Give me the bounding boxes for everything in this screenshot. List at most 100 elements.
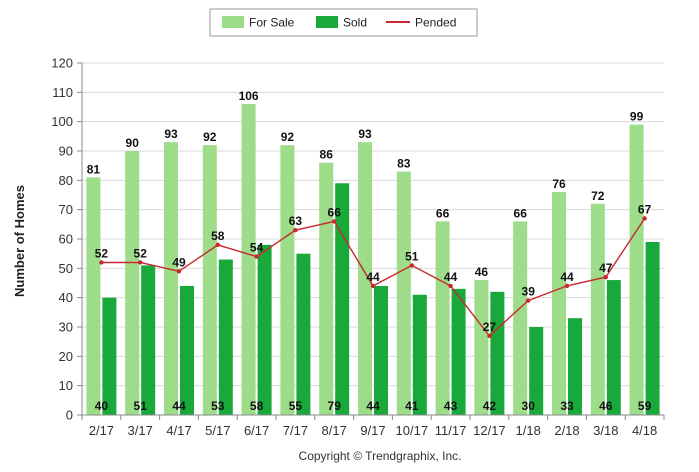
pended-point xyxy=(642,216,647,221)
bar-for-sale xyxy=(86,177,101,415)
data-label-for-sale: 93 xyxy=(164,127,178,141)
bar-sold xyxy=(490,291,505,415)
y-tick-label: 90 xyxy=(59,144,73,159)
data-label-sold: 41 xyxy=(405,399,419,413)
x-tick-label: 2/17 xyxy=(89,423,114,438)
data-label-pended: 54 xyxy=(250,241,264,255)
data-label-for-sale: 106 xyxy=(239,89,259,103)
bar-for-sale xyxy=(125,151,140,415)
bar-sold xyxy=(218,259,233,415)
data-label-sold: 58 xyxy=(250,399,264,413)
bar-for-sale xyxy=(280,145,295,415)
data-label-sold: 79 xyxy=(328,399,342,413)
bar-for-sale xyxy=(590,203,605,415)
y-tick-label: 50 xyxy=(59,261,73,276)
x-tick-label: 3/17 xyxy=(128,423,153,438)
bar-sold xyxy=(645,241,660,415)
pended-point xyxy=(254,254,259,259)
bar-for-sale xyxy=(513,221,528,415)
data-label-for-sale: 90 xyxy=(126,136,140,150)
legend-label-pended: Pended xyxy=(415,16,456,30)
bar-sold xyxy=(451,288,466,415)
data-label-for-sale: 72 xyxy=(591,189,605,203)
data-label-sold: 53 xyxy=(211,399,225,413)
bar-for-sale xyxy=(474,280,489,415)
bars xyxy=(86,104,660,416)
x-tick-label: 1/18 xyxy=(516,423,541,438)
axes xyxy=(81,63,664,416)
x-tick-label: 10/17 xyxy=(396,423,429,438)
data-label-for-sale: 81 xyxy=(87,162,101,176)
bar-sold xyxy=(412,294,427,415)
y-tick-label: 40 xyxy=(59,290,73,305)
bar-sold xyxy=(296,253,311,415)
pended-point xyxy=(332,219,337,224)
bar-sold xyxy=(606,280,621,415)
y-tick-label: 120 xyxy=(51,56,73,71)
legend-label-sold: Sold xyxy=(343,16,367,30)
x-tick-label: 3/18 xyxy=(593,423,618,438)
pended-line-group xyxy=(99,216,647,338)
x-tick-label: 9/17 xyxy=(360,423,385,438)
bar-sold xyxy=(257,244,272,415)
data-label-pended: 52 xyxy=(95,246,109,260)
bar-for-sale xyxy=(164,142,178,415)
data-label-sold: 51 xyxy=(134,399,148,413)
x-tick-label: 11/17 xyxy=(435,423,467,438)
y-tick-label: 70 xyxy=(59,202,73,217)
y-axis-ticks: 0 10 20 30 40 50 60 70 80 90 100 110 120 xyxy=(51,56,82,423)
data-label-sold: 30 xyxy=(522,399,536,413)
bar-sold xyxy=(141,265,156,415)
pended-point xyxy=(564,283,570,289)
x-tick-label: 8/17 xyxy=(322,423,347,438)
bar-for-sale xyxy=(629,124,644,415)
bar-for-sale xyxy=(552,192,566,415)
copyright-text: Copyright © Trendgraphix, Inc. xyxy=(299,449,462,463)
bar-sold xyxy=(180,285,194,415)
pended-point xyxy=(487,333,492,338)
data-labels: 81 52 40 90 52 51 93 49 44 92 58 53 106 54 58 92 63 55 86 6… xyxy=(87,89,652,413)
data-label-sold: 44 xyxy=(366,399,380,413)
data-label-pended: 44 xyxy=(444,270,458,284)
y-tick-label: 80 xyxy=(59,173,73,188)
data-label-pended: 52 xyxy=(134,246,148,260)
y-tick-label: 60 xyxy=(59,232,73,247)
y-tick-label: 100 xyxy=(51,114,73,129)
data-label-pended: 39 xyxy=(522,285,536,299)
data-label-for-sale: 86 xyxy=(320,148,334,162)
x-tick-label: 4/18 xyxy=(632,423,657,438)
pended-point xyxy=(448,283,453,289)
data-label-pended: 51 xyxy=(405,249,419,263)
y-tick-label: 20 xyxy=(59,349,73,364)
data-label-for-sale: 92 xyxy=(281,130,295,144)
data-label-for-sale: 99 xyxy=(630,110,644,124)
bar-for-sale xyxy=(396,171,411,415)
data-label-pended: 67 xyxy=(638,202,652,216)
bar-for-sale xyxy=(319,162,334,415)
x-axis-ticks: 2/17 3/17 4/17 5/17 6/17 7/17 8/17 9/17 10/17 11/… xyxy=(81,415,665,438)
data-label-for-sale: 46 xyxy=(475,265,489,279)
x-tick-label: 7/17 xyxy=(283,423,308,438)
data-label-sold: 33 xyxy=(560,399,574,413)
data-label-pended: 47 xyxy=(599,261,613,275)
data-label-pended: 27 xyxy=(483,320,497,334)
data-label-for-sale: 93 xyxy=(358,127,372,141)
y-tick-label: 30 xyxy=(59,320,73,335)
x-tick-label: 6/17 xyxy=(244,423,269,438)
legend-label-for-sale: For Sale xyxy=(249,16,295,30)
data-label-for-sale: 92 xyxy=(203,130,217,144)
data-label-pended: 58 xyxy=(211,229,225,243)
x-tick-label: 2/18 xyxy=(554,423,579,438)
bar-sold xyxy=(374,285,388,415)
legend-swatch-sold xyxy=(316,16,338,28)
data-label-pended: 49 xyxy=(172,255,186,269)
data-label-sold: 55 xyxy=(289,399,303,413)
y-tick-label: 110 xyxy=(52,85,73,100)
y-tick-label: 0 xyxy=(66,408,73,423)
data-label-for-sale: 66 xyxy=(514,206,528,220)
y-tick-label: 10 xyxy=(59,378,73,393)
data-label-pended: 44 xyxy=(560,270,574,284)
pended-point xyxy=(409,263,414,268)
bar-for-sale xyxy=(241,104,256,416)
data-label-sold: 44 xyxy=(172,399,186,413)
